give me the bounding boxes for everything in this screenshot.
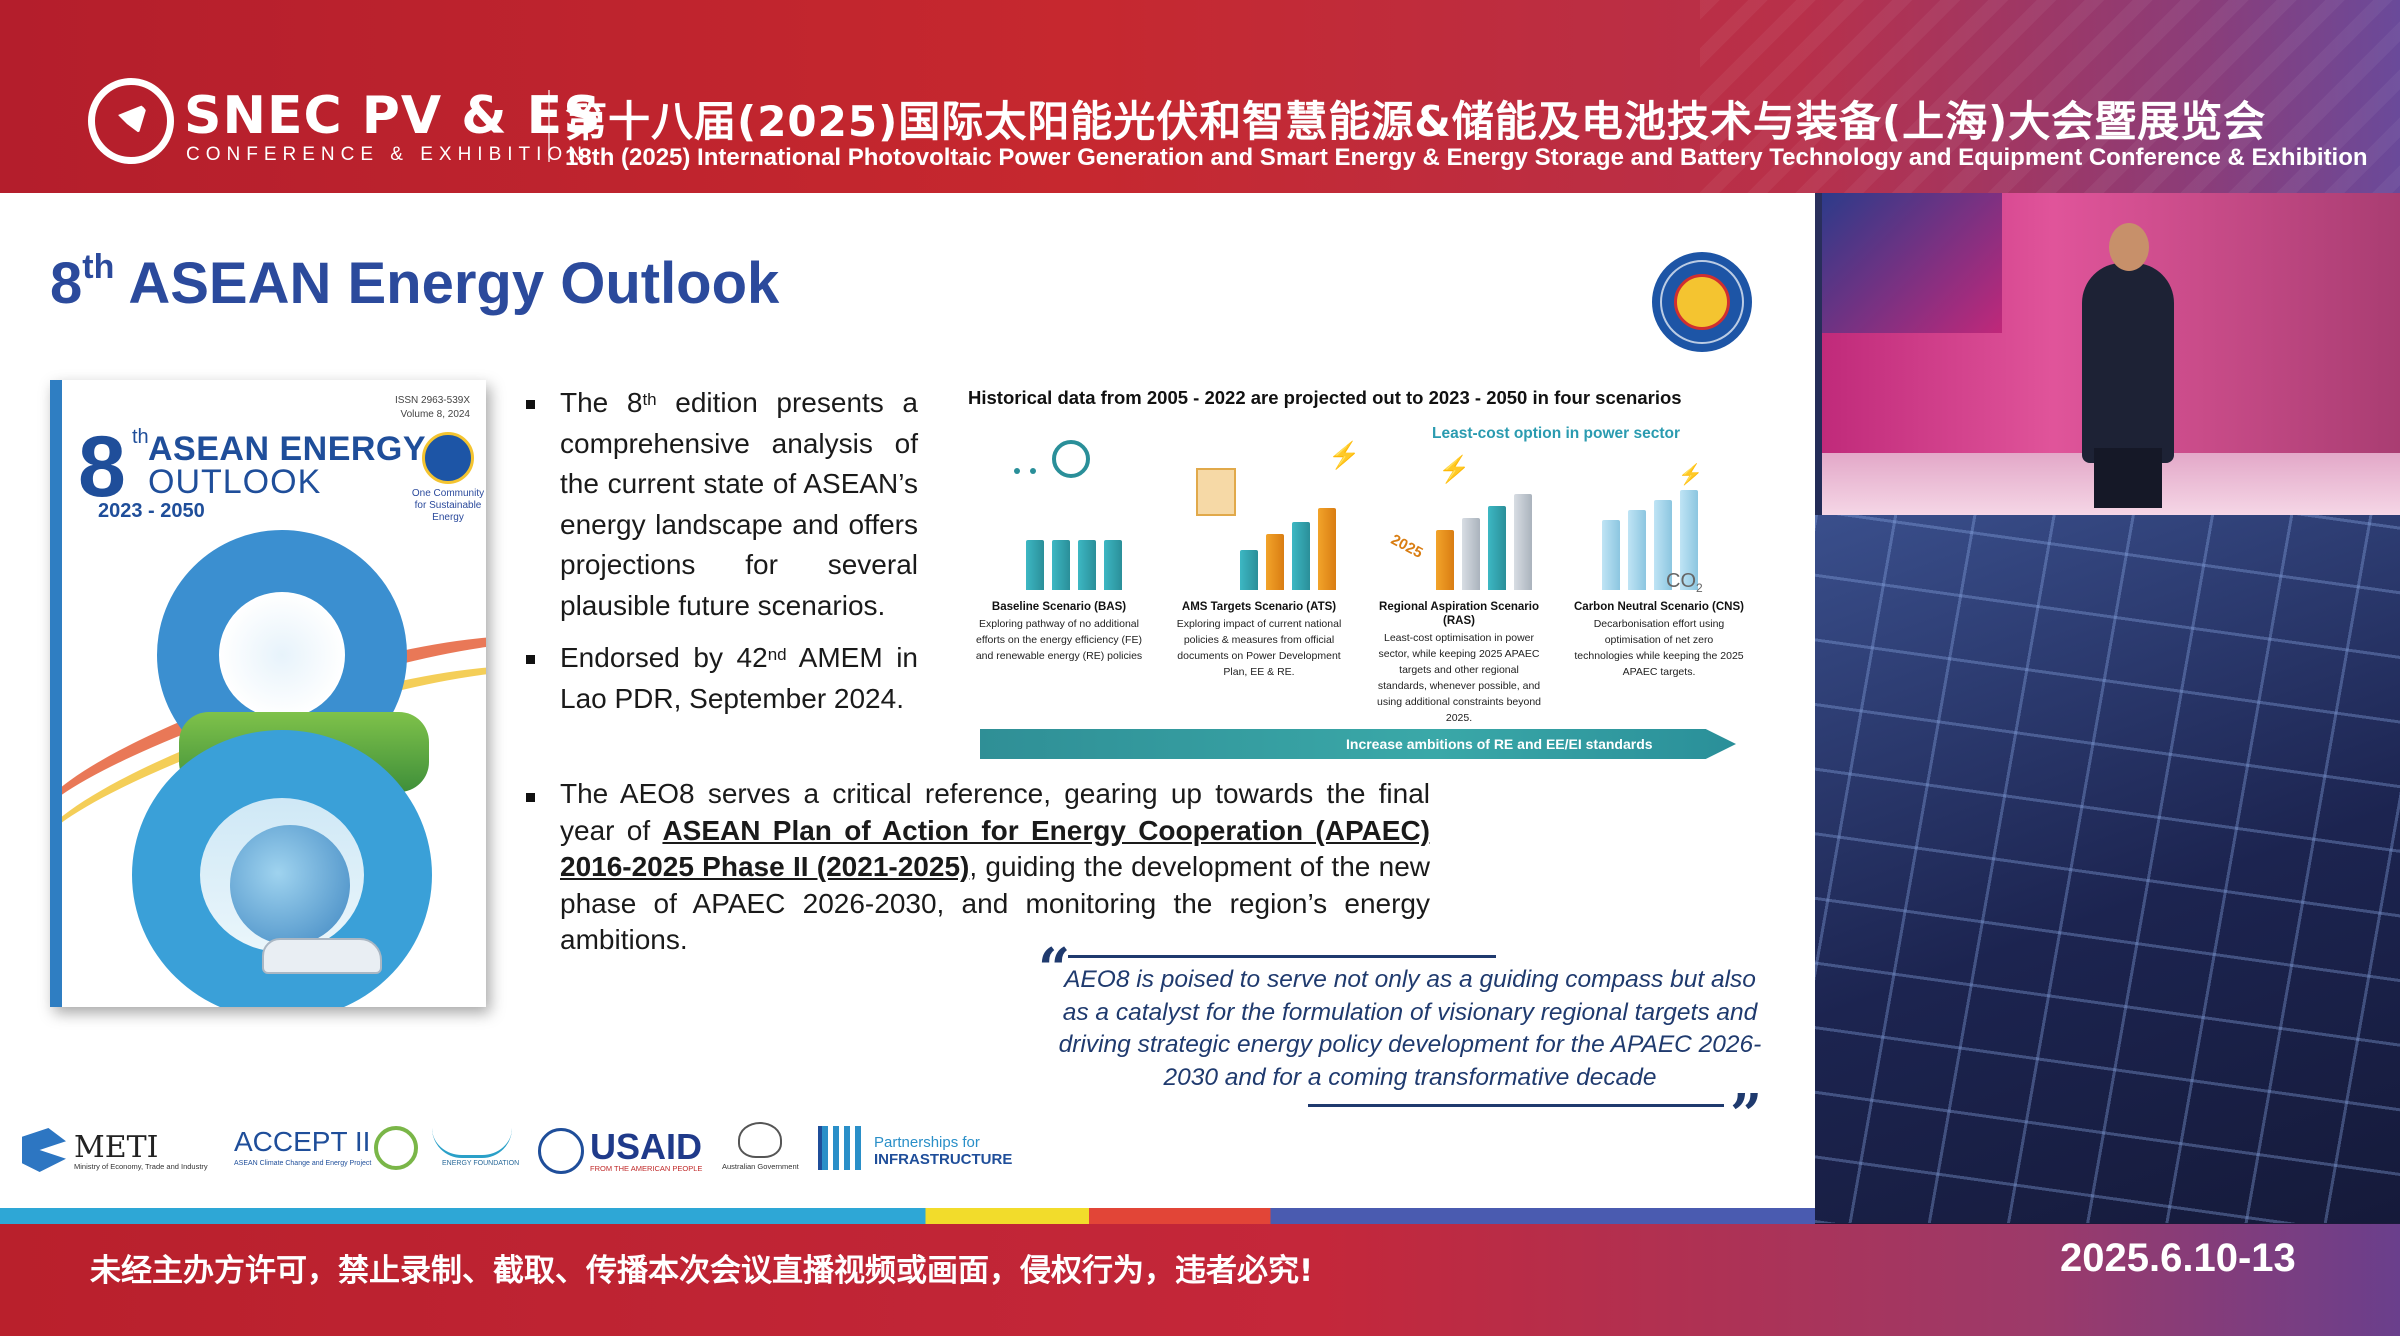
bar-icon <box>1654 500 1672 590</box>
brand-subtitle: CONFERENCE & EXHIBITION <box>186 144 588 165</box>
quote-rule-top <box>1068 955 1496 958</box>
bullet-edition: The 8th edition presents a comprehensive… <box>526 383 918 626</box>
stage-screen <box>1822 193 2002 333</box>
least-cost-label: Least-cost option in power sector <box>1432 425 1681 442</box>
event-title-english: 18th (2025) International Photovoltaic P… <box>565 144 2368 171</box>
pfi-logo-icon <box>818 1126 866 1170</box>
infographic-heading: Historical data from 2005 - 2022 are pro… <box>968 387 1682 408</box>
solar-panel-background <box>1815 515 2400 1223</box>
bar-icon <box>1292 522 1310 590</box>
bar-icon <box>1488 506 1506 590</box>
scenario-description: Decarbonisation effort using optimisatio… <box>1574 618 1744 678</box>
globe-icon <box>230 825 350 945</box>
bullet-list-top: The 8th edition presents a comprehensive… <box>526 383 918 719</box>
scenario-description: Least-cost optimisation in power sector,… <box>1376 632 1542 724</box>
meti-label: METI <box>74 1130 159 1165</box>
scenario-description: Exploring impact of current national pol… <box>1176 618 1342 678</box>
scenario-bas: Baseline Scenario (BAS) Exploring pathwa… <box>974 440 1144 720</box>
speaker-legs <box>2094 448 2162 508</box>
clock-icon <box>1052 440 1090 478</box>
footer-banner <box>0 1224 2400 1336</box>
quote-rule-bottom <box>1308 1104 1724 1107</box>
meti-sub: Ministry of Economy, Trade and Industry <box>74 1162 208 1171</box>
ambition-arrow-label: Increase ambitions of RE and EE/EI stand… <box>1346 736 1653 752</box>
scenario-title: Regional Aspiration Scenario (RAS) <box>1379 601 1539 627</box>
accept-logo-icon <box>374 1126 418 1170</box>
bar-icon <box>1462 518 1480 590</box>
australia-crest-icon <box>738 1122 782 1158</box>
lightning-icon: ⚡ <box>1328 440 1361 470</box>
scenario-ats: ⚡ AMS Targets Scenario (ATS) Exploring i… <box>1174 440 1361 720</box>
book-cover-image: ISSN 2963-539X Volume 8, 2024 8 th ASEAN … <box>50 380 486 1007</box>
snec-logo-icon <box>88 78 174 164</box>
book-tagline: One Community for Sustainable Energy <box>411 488 485 523</box>
quote-text: AEO8 is poised to serve not only as a gu… <box>1058 966 1762 1091</box>
bullet-list-bottom: The AEO8 serves a critical reference, ge… <box>526 776 1430 959</box>
speaker-video-feed <box>1822 193 2400 515</box>
slide-color-stripe <box>0 1208 1815 1224</box>
scenario-title: Carbon Neutral Scenario (CNS) <box>1574 601 1744 613</box>
event-title-chinese: 第十八届(2025)国际太阳能光伏和智慧能源&储能及电池技术与装备(上海)大会暨… <box>565 97 2267 146</box>
bar-icon <box>1602 520 1620 590</box>
bar-icon <box>1680 490 1698 590</box>
book-years: 2023 - 2050 <box>98 500 205 522</box>
book-title-line2: OUTLOOK <box>148 463 322 501</box>
bar-icon <box>1026 540 1044 590</box>
speaker-figure <box>2082 263 2174 463</box>
electric-car-icon <box>262 938 382 974</box>
co2-label: CO2 <box>1666 570 1703 595</box>
scenario-title: Baseline Scenario (BAS) <box>991 601 1127 613</box>
bullet-aeo8-reference: The AEO8 serves a critical reference, ge… <box>526 776 1430 959</box>
book-title-line1: ASEAN ENERGY <box>148 430 427 468</box>
accept-label: ACCEPT II <box>234 1126 371 1157</box>
scenario-cns: ⚡ CO2 Carbon Neutral Scenario (CNS) Deca… <box>1574 440 1744 720</box>
energy-foundation-logo-icon <box>432 1128 512 1158</box>
scenario-description: Exploring pathway of no additional effor… <box>975 618 1143 662</box>
bar-icon <box>1436 530 1454 590</box>
accept-sub: ASEAN Climate Change and Energy Project <box>234 1160 372 1167</box>
bar-icon <box>1104 540 1122 590</box>
bar-icon <box>1628 510 1646 590</box>
usaid-seal-icon <box>538 1128 584 1174</box>
energy-foundation-label: ENERGY FOUNDATION <box>442 1160 520 1167</box>
ace-logo-icon <box>1652 252 1752 352</box>
usaid-sub: FROM THE AMERICAN PEOPLE <box>590 1164 703 1173</box>
brand-name: SNEC PV & ES <box>184 86 602 146</box>
bar-icon <box>1052 540 1070 590</box>
usaid-label: USAID <box>590 1126 703 1167</box>
meti-logo-icon <box>22 1128 66 1172</box>
book-number-sup: th <box>132 426 149 448</box>
close-quote-icon: ” <box>1730 1082 1763 1148</box>
book-number: 8 <box>78 419 126 515</box>
bar-icon <box>1266 534 1284 590</box>
ace-seal-icon <box>422 432 474 484</box>
bullet-endorsed: Endorsed by 42nd AMEM in Lao PDR, Septem… <box>526 638 918 719</box>
copyright-notice: 未经主办方许可，禁止录制、截取、传播本次会议直播视频或画面，侵权行为，违者必究! <box>90 1253 1314 1289</box>
bar-icon <box>1240 550 1258 590</box>
bar-icon <box>1078 540 1096 590</box>
event-date: 2025.6.10-13 <box>2060 1236 2296 1280</box>
year-label: 2025 <box>1387 531 1426 562</box>
australia-label: Australian Government <box>722 1162 799 1171</box>
scenario-ras: ⚡ 2025 Regional Aspiration Scenario (RAS… <box>1374 440 1544 724</box>
lightning-icon: ⚡ <box>1678 464 1703 486</box>
scenario-title: AMS Targets Scenario (ATS) <box>1181 601 1337 613</box>
book-issn: ISSN 2963-539X Volume 8, 2024 <box>394 395 470 420</box>
open-quote-icon: “ <box>1038 936 1071 1002</box>
bar-icon <box>1318 508 1336 590</box>
pfi-label-2: INFRASTRUCTURE <box>874 1151 1013 1168</box>
banner-divider <box>548 90 550 162</box>
ambition-arrow: Increase ambitions of RE and EE/EI stand… <box>980 729 1736 759</box>
slide-title: 8th ASEAN Energy Outlook <box>50 248 780 316</box>
document-icon <box>1196 468 1236 516</box>
speaker-head <box>2109 223 2149 271</box>
event-banner: SNEC PV & ES CONFERENCE & EXHIBITION 第十八… <box>0 0 2400 193</box>
bar-icon <box>1514 494 1532 590</box>
apaec-link: ASEAN Plan of Action for Energy Cooperat… <box>560 814 1430 883</box>
lightning-icon: ⚡ <box>1438 454 1471 484</box>
partner-logos: METI Ministry of Economy, Trade and Indu… <box>22 1118 1022 1178</box>
pfi-label-1: Partnerships for <box>874 1134 980 1151</box>
